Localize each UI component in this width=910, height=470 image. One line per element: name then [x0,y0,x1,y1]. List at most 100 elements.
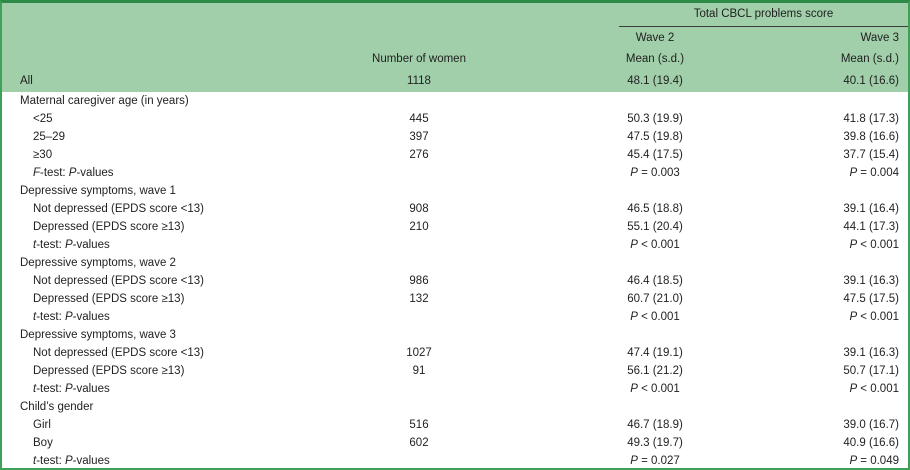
row-label: Maternal caregiver age (in years) [20,95,189,107]
cell-wave2-mean [619,92,691,110]
header-row-all: All 1118 48.1 (19.4) 40.1 (16.6) [2,70,908,92]
spacer-cell [498,182,619,200]
spacer-cell [498,308,619,326]
spacer-cell [498,434,619,452]
row-label: Boy [33,437,53,449]
spacer-cell [498,290,619,308]
table-row: Girl 516 46.7 (18.9) 39.0 (16.7) [2,416,908,434]
spacer-cell [498,326,619,344]
header-spacer [2,3,619,27]
table-row: Depressive symptoms, wave 1 [2,182,908,200]
cell-number-of-women: 91 [412,365,426,377]
cell-wave3-mean [691,92,908,110]
cell-number-of-women: 516 [409,419,429,431]
summary-table: Total CBCL problems score Wave 2 Wave 3 … [2,3,908,468]
cell-wave3-mean: 47.5 (17.5) [843,293,899,305]
cell-wave2-mean: 46.7 (18.9) [627,419,683,431]
table-row: Depressive symptoms, wave 2 [2,254,908,272]
row-label: ≥30 [33,149,53,161]
header-spacer [2,26,619,48]
table-row: ≥30 276 45.4 (17.5) 37.7 (15.4) [2,146,908,164]
row-label: Not depressed (EPDS score <13) [33,275,204,287]
all-row-wave3-mean: 40.1 (16.6) [691,70,908,92]
all-row-label: All [2,70,340,92]
table-row: Not depressed (EPDS score <13) 986 46.4 … [2,272,908,290]
cell-wave3-mean: P < 0.001 [849,383,899,395]
cell-wave3-mean: P < 0.001 [849,239,899,251]
header-spacer [498,48,619,70]
cell-wave3-mean: 44.1 (17.3) [843,221,899,233]
cell-wave2-mean [619,398,691,416]
all-row-wave2-mean: 48.1 (19.4) [619,70,691,92]
table-row: Maternal caregiver age (in years) [2,92,908,110]
row-label: Depressed (EPDS score ≥13) [33,221,185,233]
cell-wave2-mean: 46.5 (18.8) [627,203,683,215]
cell-wave3-mean: 39.8 (16.6) [843,131,899,143]
cell-number-of-women: 210 [409,221,429,233]
row-label: t-test: P-values [33,311,110,323]
spacer-cell [498,128,619,146]
cell-number-of-women [340,308,498,326]
row-label: Girl [33,419,51,431]
col-header-wave3-mean-sd: Mean (s.d.) [691,48,908,70]
cell-wave2-mean: 50.3 (19.9) [627,113,683,125]
cell-wave3-mean: 39.1 (16.3) [843,275,899,287]
table-row: t-test: P-values P = 0.027 P = 0.049 [2,452,908,468]
cell-wave2-mean: 56.1 (21.2) [627,365,683,377]
cell-wave2-mean: 46.4 (18.5) [627,275,683,287]
table-row: Depressed (EPDS score ≥13) 91 56.1 (21.2… [2,362,908,380]
table-row: 25–29 397 47.5 (19.8) 39.8 (16.6) [2,128,908,146]
spacer-cell [498,344,619,362]
spacer-cell [498,272,619,290]
spacer-cell [498,146,619,164]
spacer-cell [498,164,619,182]
header-spacer [498,70,619,92]
cell-number-of-women: 986 [409,275,429,287]
cell-number-of-women [340,452,498,468]
row-label: Depressive symptoms, wave 1 [20,185,176,197]
col-header-wave3: Wave 3 [691,26,908,48]
cell-number-of-women [340,92,498,110]
cell-wave2-mean: 47.4 (19.1) [627,347,683,359]
spacer-cell [498,362,619,380]
cell-wave3-mean: 41.8 (17.3) [843,113,899,125]
spacer-cell [498,254,619,272]
cell-wave2-mean: P < 0.001 [630,239,680,251]
cell-number-of-women: 1027 [406,347,432,359]
cell-number-of-women: 397 [409,131,429,143]
row-label: Depressive symptoms, wave 2 [20,257,176,269]
row-label: Child’s gender [20,401,94,413]
table-row: F-test: P-values P = 0.003 P = 0.004 [2,164,908,182]
all-row-number-of-women: 1118 [340,70,498,92]
spacer-cell [498,398,619,416]
cell-wave3-mean: 50.7 (17.1) [843,365,899,377]
row-label: Depressed (EPDS score ≥13) [33,365,185,377]
spacer-cell [498,110,619,128]
table-row: t-test: P-values P < 0.001 P < 0.001 [2,236,908,254]
cell-wave3-mean [691,182,908,200]
table-body: Maternal caregiver age (in years) <25 44… [2,92,908,468]
table-row: t-test: P-values P < 0.001 P < 0.001 [2,380,908,398]
row-label: t-test: P-values [33,383,110,395]
cell-wave3-mean: 37.7 (15.4) [843,149,899,161]
col-header-wave2: Wave 2 [619,26,691,48]
cell-wave3-mean: 40.9 (16.6) [843,437,899,449]
row-label: F-test: P-values [33,167,114,179]
cell-number-of-women: 132 [409,293,429,305]
cell-wave3-mean [691,398,908,416]
row-label: Not depressed (EPDS score <13) [33,203,204,215]
cell-wave2-mean: 49.3 (19.7) [627,437,683,449]
cell-wave2-mean: 45.4 (17.5) [627,149,683,161]
spacer-cell [498,452,619,468]
header-row-subheads: Number of women Mean (s.d.) Mean (s.d.) [2,48,908,70]
cell-number-of-women [340,254,498,272]
header-row-waves: Wave 2 Wave 3 [2,26,908,48]
cell-wave3-mean: 39.0 (16.7) [843,419,899,431]
cell-number-of-women [340,326,498,344]
cell-number-of-women: 602 [409,437,429,449]
cell-number-of-women [340,182,498,200]
cell-wave2-mean: P < 0.001 [630,311,680,323]
cell-wave2-mean: P = 0.003 [630,167,680,179]
spacer-cell [498,92,619,110]
